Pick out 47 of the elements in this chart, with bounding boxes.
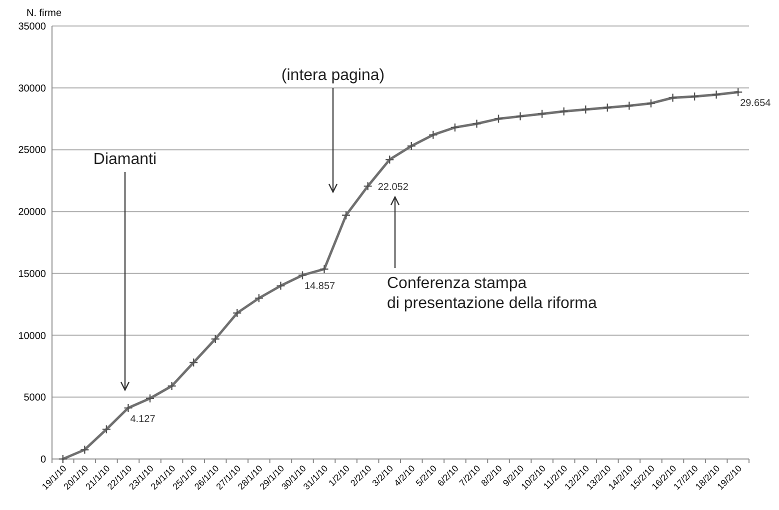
y-tick-label: 25000 [18,145,46,156]
point [472,119,482,128]
point [298,270,308,280]
y-tick-label: 5000 [24,392,46,404]
y-tick-label: 15000 [18,268,46,280]
point [428,130,438,140]
point [516,112,525,121]
point [690,92,700,102]
point [80,445,90,454]
point [124,403,133,413]
y-tick-label: 35000 [18,22,46,32]
data-label: 4.127 [130,414,156,425]
y-tick-label: 20000 [18,207,46,218]
y-tick-label: 0 [40,454,46,466]
point [668,93,678,102]
point [406,141,416,151]
point [167,381,176,391]
point [188,358,198,368]
annotation: Conferenza stampa di presentazione della riforma [387,275,597,312]
point [102,424,112,434]
point [450,122,460,132]
point [210,334,220,344]
point [341,210,351,220]
y-axis-title: N. firme [26,8,62,19]
point [145,394,155,403]
point [602,103,612,112]
point [581,104,590,114]
data-label: 22.052 [378,182,409,194]
point [254,294,264,303]
point [624,101,634,110]
point [712,90,721,100]
y-tick-label: 30000 [18,83,46,94]
annotation: (intera pagina) [281,67,385,84]
point [276,281,286,290]
point [232,308,242,318]
point [734,88,743,97]
data-label: 14.857 [304,281,336,292]
point [494,114,504,124]
point [320,264,329,274]
point [363,182,372,191]
point [559,106,568,116]
y-tick-label: 10000 [18,330,46,342]
annotation: Diamanti [93,151,157,168]
data-label: 29.654 [740,98,772,110]
point [385,155,394,164]
point [537,109,547,118]
point [646,98,656,108]
